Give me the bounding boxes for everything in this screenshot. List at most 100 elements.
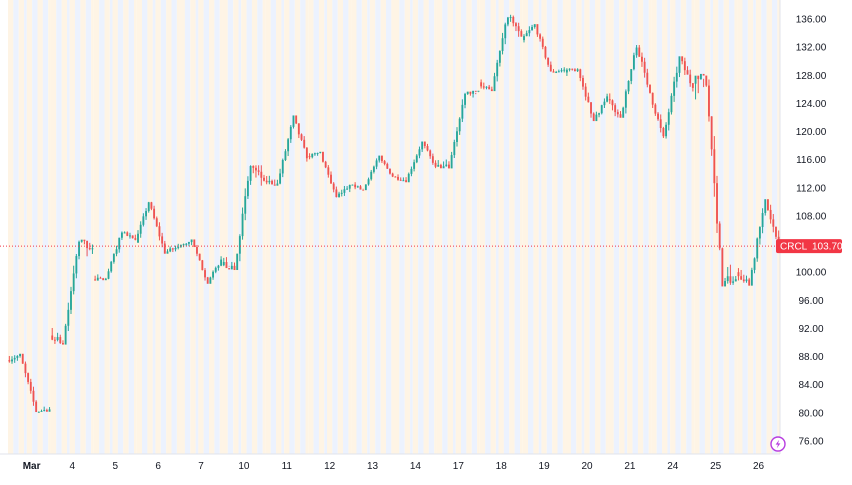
candle-body bbox=[88, 248, 91, 250]
candle-body bbox=[464, 93, 466, 105]
candle-body bbox=[343, 189, 346, 193]
session-band bbox=[37, 0, 43, 454]
session-band bbox=[742, 0, 748, 454]
candle-body bbox=[750, 269, 753, 286]
session-band bbox=[147, 0, 153, 454]
session-band bbox=[308, 0, 314, 454]
candle-body bbox=[75, 256, 78, 274]
session-band bbox=[219, 0, 223, 454]
session-band bbox=[576, 0, 582, 454]
candle-body bbox=[469, 91, 472, 94]
candle-body bbox=[70, 291, 72, 310]
candle-body bbox=[565, 69, 568, 73]
candle-body bbox=[683, 61, 686, 71]
session-band bbox=[251, 0, 258, 454]
session-band bbox=[361, 0, 368, 454]
session-band bbox=[761, 0, 767, 454]
candle-body bbox=[405, 180, 407, 183]
candle-body bbox=[308, 156, 311, 158]
candle-body bbox=[504, 24, 507, 39]
candle-body bbox=[485, 86, 488, 88]
candle-body bbox=[222, 262, 225, 266]
candle-body bbox=[539, 34, 542, 39]
candle-body bbox=[673, 81, 676, 96]
session-band bbox=[26, 0, 33, 454]
session-band bbox=[80, 0, 86, 454]
y-tick-label: 76.00 bbox=[798, 437, 823, 448]
candle-body bbox=[740, 276, 743, 280]
session-band bbox=[503, 0, 510, 454]
session-band bbox=[66, 0, 70, 454]
candle-body bbox=[528, 30, 531, 34]
candle-body bbox=[718, 223, 721, 249]
y-tick-label: 124.00 bbox=[796, 99, 827, 110]
candle-body bbox=[35, 401, 38, 413]
candle-body bbox=[517, 26, 520, 32]
candle-body bbox=[450, 155, 453, 169]
candle-body bbox=[458, 118, 461, 132]
candle-body bbox=[356, 186, 359, 188]
candle-body bbox=[439, 164, 442, 169]
candle-body bbox=[603, 101, 606, 106]
candle-body bbox=[421, 141, 424, 150]
candle-body bbox=[238, 236, 241, 254]
candle-body bbox=[214, 267, 217, 272]
candle-body bbox=[99, 277, 102, 279]
candle-body bbox=[555, 72, 558, 74]
candle-body bbox=[11, 359, 13, 362]
candle-body bbox=[506, 17, 509, 25]
candle-body bbox=[201, 260, 204, 271]
candle-body bbox=[659, 119, 662, 129]
session-band bbox=[712, 0, 719, 454]
price-scale: 136.00 132.00 128.00 124.00 120.00 116.00 112.… bbox=[796, 15, 827, 448]
candle-body bbox=[697, 75, 700, 79]
session-band bbox=[284, 0, 290, 454]
candle-body bbox=[437, 164, 440, 167]
session-band bbox=[477, 0, 480, 454]
candle-body bbox=[584, 86, 587, 97]
session-band bbox=[214, 0, 220, 454]
candle-body bbox=[641, 56, 643, 62]
session-band bbox=[375, 0, 381, 454]
session-band bbox=[581, 0, 585, 454]
candle-body bbox=[193, 239, 196, 247]
session-band bbox=[257, 0, 263, 454]
candle-body bbox=[531, 27, 533, 31]
session-band bbox=[337, 0, 344, 454]
session-band bbox=[485, 0, 491, 454]
session-band bbox=[85, 0, 92, 454]
x-tick-label: 19 bbox=[539, 461, 551, 472]
session-band bbox=[619, 0, 625, 454]
candle-body bbox=[670, 95, 673, 113]
symbol-label: CRCL bbox=[780, 242, 808, 253]
y-tick-label: 116.00 bbox=[796, 155, 826, 166]
candle-body bbox=[557, 71, 560, 73]
session-band bbox=[771, 0, 778, 454]
candle-body bbox=[53, 339, 56, 341]
candle-body bbox=[509, 17, 512, 19]
lightning-icon[interactable] bbox=[770, 436, 786, 452]
session-band bbox=[418, 0, 424, 454]
candle-body bbox=[289, 126, 292, 140]
candle-body bbox=[198, 253, 201, 261]
candle-body bbox=[177, 246, 180, 248]
candle-body bbox=[284, 151, 287, 161]
candle-body bbox=[297, 123, 300, 135]
session-band bbox=[680, 0, 687, 454]
candle-body bbox=[536, 24, 539, 35]
candle-body bbox=[364, 184, 367, 191]
x-tick-label: 6 bbox=[155, 461, 161, 472]
x-tick-label: 18 bbox=[496, 461, 508, 472]
session-band bbox=[184, 0, 191, 454]
candle-body bbox=[654, 104, 657, 114]
x-tick-label: 12 bbox=[324, 461, 336, 472]
candle-body bbox=[525, 33, 528, 37]
candle-body bbox=[772, 219, 775, 227]
candle-body bbox=[327, 167, 330, 175]
candle-body bbox=[86, 241, 89, 249]
candle-body bbox=[606, 96, 609, 102]
session-band bbox=[428, 0, 435, 454]
session-band bbox=[412, 0, 419, 454]
candle-body bbox=[367, 179, 370, 185]
candle-body bbox=[67, 309, 70, 326]
